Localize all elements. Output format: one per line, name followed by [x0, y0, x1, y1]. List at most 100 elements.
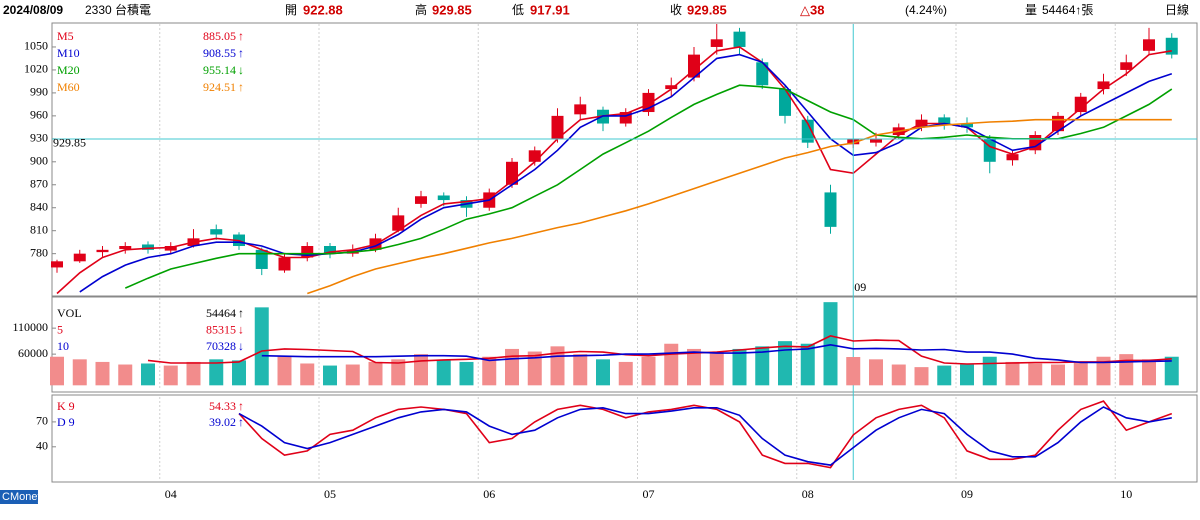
header: 2024/08/09 2330 台積電 開 922.88 高 929.85 低 … [3, 2, 1189, 17]
close: 929.85 [687, 2, 727, 17]
month-label: 04 [165, 487, 177, 501]
low: 917.91 [530, 2, 570, 17]
open: 922.88 [303, 2, 343, 17]
candle-body [1097, 81, 1110, 90]
candle-body [1006, 154, 1019, 161]
legend-arrow: ↑ [238, 399, 244, 413]
change-pct: (4.24%) [905, 3, 947, 17]
volume-bar [1119, 354, 1134, 386]
y-tick-label: 810 [30, 222, 48, 236]
y-tick-label: 990 [30, 85, 48, 99]
y-tick-label: 40 [36, 439, 48, 453]
candle-body [415, 196, 427, 204]
legend-arrow: ↓ [238, 63, 244, 77]
y-tick-label: 960 [30, 108, 48, 122]
volume-bar [482, 356, 497, 386]
y-tick-label: 930 [30, 131, 48, 145]
candle-body [119, 246, 132, 250]
legend-name: M60 [57, 80, 80, 94]
volume-bar [254, 307, 269, 386]
volume-bar [1142, 359, 1156, 386]
volume-bar [709, 351, 724, 386]
line [238, 406, 1172, 466]
volume-bar [687, 348, 701, 386]
volume-bar [1005, 361, 1020, 386]
volume-bar [960, 364, 974, 386]
volume-bar [800, 343, 815, 386]
line [147, 335, 1172, 365]
volume-bar [209, 359, 224, 386]
volume-bar [641, 356, 656, 386]
line [124, 84, 1173, 289]
line [261, 343, 1172, 364]
y-tick-label: 60000 [18, 346, 48, 360]
volume-bar [436, 360, 451, 386]
candle-body [665, 85, 678, 90]
legend-name: VOL [57, 306, 82, 320]
high-label: 高 [415, 2, 427, 17]
legend-arrow: ↓ [238, 339, 244, 353]
candle-body [779, 89, 791, 116]
y-tick-label: 110000 [12, 320, 48, 334]
volume-label: 量 [1025, 3, 1037, 17]
legend-arrow: ↑ [238, 306, 244, 320]
volume-panel [51, 296, 1198, 393]
y-tick-label: 900 [30, 154, 48, 168]
candle-body [1074, 96, 1087, 113]
candle-body [164, 246, 177, 251]
volume-bar [505, 348, 519, 386]
stock: 2330 台積電 [85, 2, 151, 17]
y-tick-label: 1020 [24, 62, 48, 76]
volume-bar [118, 364, 133, 386]
brand-box [0, 490, 38, 504]
legend-arrow: ↑ [238, 415, 244, 429]
legend-arrow: ↑ [238, 46, 244, 60]
volume-bar [300, 363, 315, 386]
legend-arrow: ↓ [238, 322, 244, 336]
legend-value: 54.33 [209, 399, 236, 413]
candle-body [574, 104, 587, 115]
month-label: 05 [324, 487, 336, 501]
volume-bar [72, 359, 87, 386]
candle-body [801, 119, 814, 143]
price-panel [51, 22, 1198, 297]
y-tick-label: 840 [30, 199, 48, 213]
volume-bar [869, 359, 883, 386]
high: 929.85 [432, 2, 472, 17]
legend-arrow: ↑ [238, 29, 244, 43]
candle-body [301, 246, 314, 258]
candle-body [938, 117, 951, 124]
y-tick-label: 70 [36, 414, 48, 428]
legend-name: 5 [57, 322, 63, 336]
volume: 54464↑張 [1042, 3, 1093, 17]
volume-bar [823, 302, 838, 386]
legend-value: 70328 [206, 339, 236, 353]
volume-bar [50, 356, 64, 386]
volume-bar [732, 348, 747, 386]
volume-bar [914, 367, 929, 386]
change: △38 [800, 2, 824, 17]
candle-body [210, 229, 223, 235]
volume-bar [846, 357, 861, 386]
candle-body [619, 112, 632, 124]
volume-bar [618, 361, 633, 386]
legend-value: 885.05 [203, 29, 236, 43]
volume-bar [163, 365, 178, 386]
candle-body [961, 123, 973, 128]
candle-body [392, 215, 405, 231]
kd-panel [51, 394, 1198, 483]
legend-name: D 9 [57, 415, 75, 429]
volume-bar [778, 341, 792, 386]
month-label: 10 [1120, 487, 1132, 501]
legend-value: 924.51 [203, 80, 236, 94]
candle-body [1120, 62, 1133, 70]
candle-body [733, 31, 746, 47]
y-tick-label: 780 [30, 245, 48, 259]
candle-body [870, 138, 882, 143]
volume-bar [141, 363, 155, 386]
candle-body [142, 244, 154, 250]
low-label: 低 [512, 3, 524, 17]
candle-body [710, 39, 723, 47]
month-label: 09 [961, 487, 973, 501]
